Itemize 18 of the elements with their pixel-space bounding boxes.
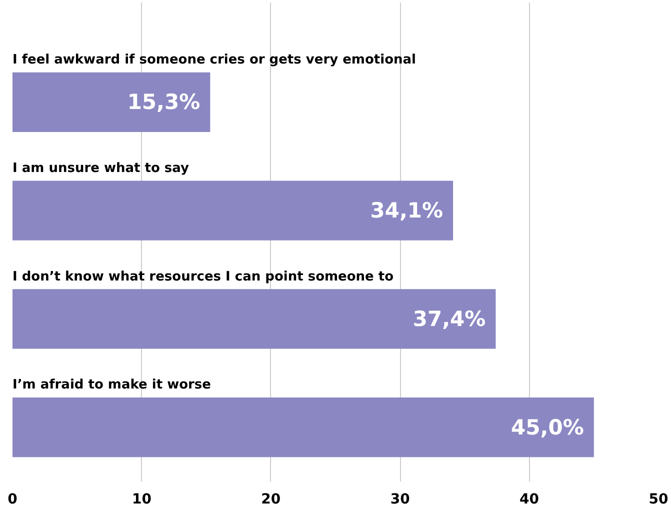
x-tick-label: 40 bbox=[520, 492, 540, 508]
x-tick-label: 50 bbox=[648, 492, 668, 508]
x-tick-label: 30 bbox=[390, 492, 410, 508]
bar bbox=[12, 180, 454, 240]
data-label: 34,1% bbox=[370, 198, 444, 223]
bar bbox=[12, 289, 496, 349]
data-label: 37,4% bbox=[412, 306, 486, 331]
x-tick-label: 20 bbox=[261, 492, 281, 508]
y-tick-label: I’m afraid to make it worse bbox=[12, 378, 212, 393]
y-tick-label: I am unsure what to say bbox=[12, 160, 190, 176]
x-tick-label: 0 bbox=[8, 492, 18, 508]
data-label: 15,3% bbox=[127, 90, 200, 114]
y-tick-label: I feel awkward if someone cries or gets very emotional bbox=[12, 52, 416, 68]
data-label: 45,0% bbox=[511, 415, 584, 440]
bar bbox=[12, 72, 210, 132]
x-tick-label: 10 bbox=[132, 492, 152, 508]
bar bbox=[12, 398, 594, 458]
y-tick-label: I don’t know what resources I can point someone to bbox=[12, 269, 394, 284]
